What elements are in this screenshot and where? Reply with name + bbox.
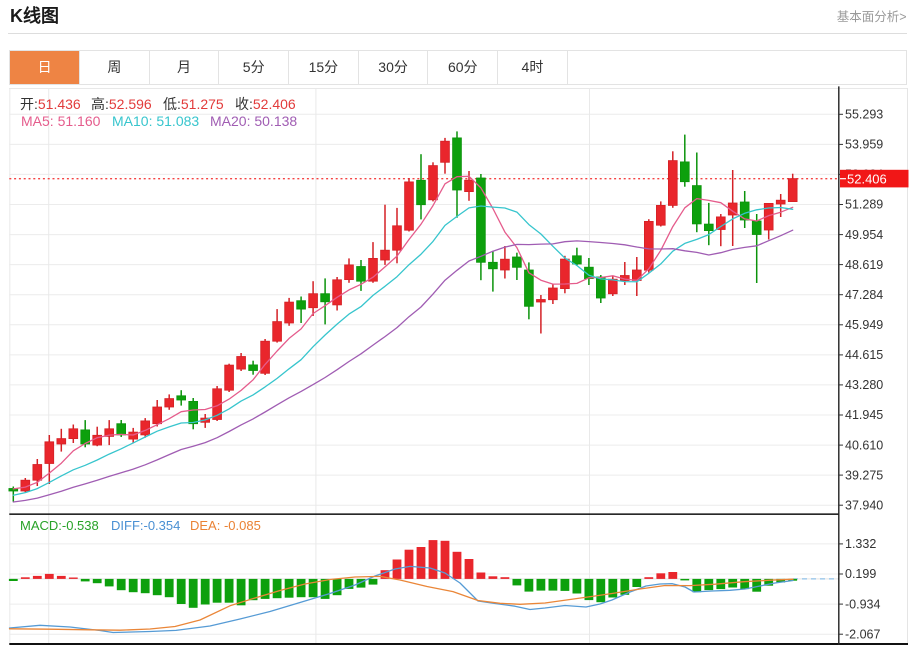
- svg-text:43.280: 43.280: [845, 378, 883, 392]
- svg-text:53.959: 53.959: [845, 138, 883, 152]
- svg-text:47.284: 47.284: [845, 288, 883, 302]
- svg-text:41.945: 41.945: [845, 408, 883, 422]
- svg-text:44.615: 44.615: [845, 348, 883, 362]
- svg-text:49.954: 49.954: [845, 228, 883, 242]
- svg-text:40.610: 40.610: [845, 438, 883, 452]
- svg-text:48.619: 48.619: [845, 258, 883, 272]
- svg-text:37.940: 37.940: [845, 498, 883, 512]
- svg-text:-2.067: -2.067: [845, 627, 880, 641]
- svg-text:-0.934: -0.934: [845, 597, 880, 611]
- svg-text:1.332: 1.332: [845, 537, 876, 551]
- svg-text:0.199: 0.199: [845, 567, 876, 581]
- svg-text:51.289: 51.289: [845, 198, 883, 212]
- svg-text:45.949: 45.949: [845, 318, 883, 332]
- svg-text:39.275: 39.275: [845, 468, 883, 482]
- svg-text:55.293: 55.293: [845, 108, 883, 122]
- svg-text:52.406: 52.406: [847, 171, 887, 186]
